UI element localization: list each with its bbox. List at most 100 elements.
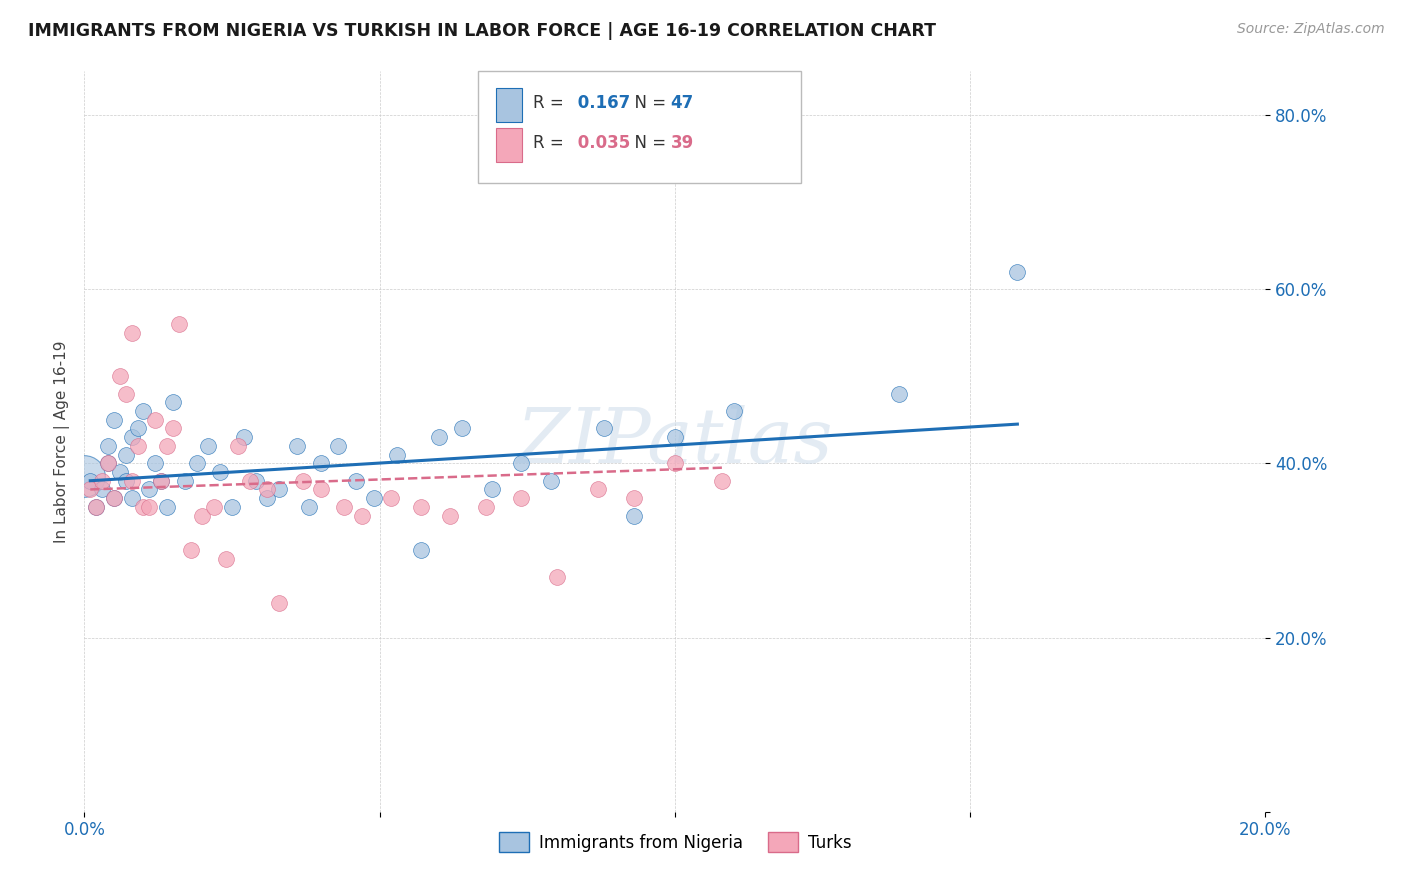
- Point: [664, 456, 686, 470]
- Point: [167, 317, 190, 331]
- Point: [427, 430, 450, 444]
- Point: [156, 500, 179, 514]
- Point: [309, 456, 332, 470]
- Point: [333, 500, 356, 514]
- Point: [215, 552, 238, 566]
- Text: IMMIGRANTS FROM NIGERIA VS TURKISH IN LABOR FORCE | AGE 16-19 CORRELATION CHART: IMMIGRANTS FROM NIGERIA VS TURKISH IN LA…: [28, 22, 936, 40]
- Point: [121, 474, 143, 488]
- Point: [409, 543, 432, 558]
- Point: [546, 569, 568, 583]
- Point: [91, 474, 114, 488]
- Legend: Immigrants from Nigeria, Turks: Immigrants from Nigeria, Turks: [492, 825, 858, 859]
- Point: [143, 413, 166, 427]
- Point: [481, 483, 503, 497]
- Point: [221, 500, 243, 514]
- Point: [97, 456, 120, 470]
- Point: [387, 448, 409, 462]
- Point: [439, 508, 461, 523]
- Point: [114, 448, 136, 462]
- Point: [103, 491, 125, 505]
- Point: [232, 430, 254, 444]
- Point: [121, 326, 143, 340]
- Point: [409, 500, 432, 514]
- Text: 0.167: 0.167: [572, 94, 630, 112]
- Point: [269, 596, 291, 610]
- Point: [664, 430, 686, 444]
- Point: [121, 491, 143, 505]
- Point: [108, 465, 131, 479]
- Point: [108, 369, 131, 384]
- Point: [586, 483, 609, 497]
- Text: 39: 39: [671, 134, 695, 152]
- Point: [285, 439, 308, 453]
- Point: [226, 439, 249, 453]
- Point: [156, 439, 179, 453]
- Point: [350, 508, 373, 523]
- Point: [138, 483, 160, 497]
- Text: 0.035: 0.035: [572, 134, 630, 152]
- Point: [127, 439, 149, 453]
- Text: R =: R =: [533, 134, 569, 152]
- Point: [451, 421, 474, 435]
- Point: [150, 474, 173, 488]
- Point: [79, 483, 101, 497]
- Point: [84, 500, 107, 514]
- Point: [79, 474, 101, 488]
- Point: [84, 500, 107, 514]
- Point: [540, 474, 562, 488]
- Point: [202, 500, 225, 514]
- Point: [114, 386, 136, 401]
- Text: Source: ZipAtlas.com: Source: ZipAtlas.com: [1237, 22, 1385, 37]
- Point: [162, 421, 184, 435]
- Text: ZIPatlas: ZIPatlas: [516, 405, 834, 478]
- Point: [239, 474, 262, 488]
- Point: [138, 500, 160, 514]
- Point: [197, 439, 219, 453]
- Point: [103, 413, 125, 427]
- Point: [309, 483, 332, 497]
- Point: [180, 543, 202, 558]
- Point: [380, 491, 402, 505]
- Point: [363, 491, 385, 505]
- Point: [114, 474, 136, 488]
- Point: [143, 456, 166, 470]
- Point: [173, 474, 195, 488]
- Point: [132, 500, 155, 514]
- Point: [723, 404, 745, 418]
- Point: [256, 483, 278, 497]
- Point: [298, 500, 321, 514]
- Y-axis label: In Labor Force | Age 16-19: In Labor Force | Age 16-19: [55, 340, 70, 543]
- Point: [475, 500, 498, 514]
- Point: [191, 508, 214, 523]
- Point: [127, 421, 149, 435]
- Point: [623, 491, 645, 505]
- Point: [91, 483, 114, 497]
- Point: [510, 456, 533, 470]
- Point: [593, 421, 616, 435]
- Point: [162, 395, 184, 409]
- Point: [245, 474, 267, 488]
- Point: [328, 439, 350, 453]
- Point: [132, 404, 155, 418]
- Point: [186, 456, 208, 470]
- Point: [889, 386, 911, 401]
- Point: [623, 508, 645, 523]
- Text: 47: 47: [671, 94, 695, 112]
- Point: [121, 430, 143, 444]
- Point: [711, 474, 734, 488]
- Text: N =: N =: [624, 134, 672, 152]
- Point: [256, 491, 278, 505]
- Point: [344, 474, 367, 488]
- Point: [291, 474, 314, 488]
- Point: [97, 439, 120, 453]
- Point: [209, 465, 232, 479]
- Text: R =: R =: [533, 94, 569, 112]
- Point: [510, 491, 533, 505]
- Text: N =: N =: [624, 94, 672, 112]
- Point: [1007, 265, 1029, 279]
- Point: [97, 456, 120, 470]
- Point: [103, 491, 125, 505]
- Point: [150, 474, 173, 488]
- Point: [269, 483, 291, 497]
- Point: [73, 469, 96, 483]
